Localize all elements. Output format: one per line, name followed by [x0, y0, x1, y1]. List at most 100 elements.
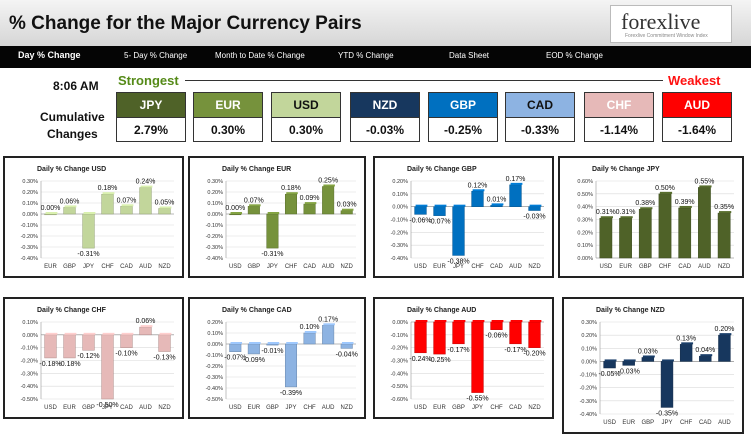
bar-gbp: [63, 207, 76, 215]
y-tick-label: -0.50%: [206, 397, 224, 403]
bar-top-jpy: [662, 359, 674, 362]
bar-top-chf: [472, 189, 485, 192]
x-tick-label: JPY: [661, 420, 672, 426]
bar-jpy: [284, 343, 298, 388]
bar-chf: [471, 191, 484, 207]
bar-eur: [247, 343, 260, 355]
bar-top-aud: [140, 325, 153, 328]
y-tick-label: 0.30%: [581, 320, 597, 326]
y-tick-label: 0.00%: [392, 205, 408, 211]
y-tick-label: -0.10%: [206, 353, 224, 359]
data-label: 0.50%: [655, 185, 675, 192]
bar-top-jpy: [83, 212, 96, 214]
data-label: -0.35%: [656, 410, 678, 417]
bar-gbp: [452, 321, 465, 345]
y-tick-label: 0.30%: [22, 179, 38, 185]
chart-nzd: Daily % Change NZD0.30%0.20%0.10%0.00%-0…: [580, 307, 735, 426]
bar-top-gbp: [267, 342, 280, 344]
y-tick-label: 0.00%: [392, 320, 408, 326]
y-tick-label: -0.20%: [391, 230, 409, 236]
y-tick-label: 0.10%: [581, 346, 597, 352]
data-label: 0.55%: [694, 178, 714, 185]
data-label: 0.03%: [638, 348, 658, 355]
tab-ytd-change[interactable]: YTD % Change: [338, 51, 394, 60]
data-label: 0.38%: [635, 200, 655, 207]
y-tick-label: -0.30%: [391, 359, 409, 365]
header-bar: % Change for the Major Currency Pairs fo…: [0, 0, 751, 47]
x-tick-label: USD: [229, 405, 242, 411]
bar-top-cad: [510, 320, 523, 322]
y-tick-label: -0.10%: [580, 373, 598, 379]
data-label: 0.39%: [675, 199, 695, 206]
data-label: 0.24%: [136, 179, 156, 186]
data-label: -0.05%: [598, 371, 620, 378]
bar-jpy: [660, 361, 674, 408]
data-label: 0.01%: [487, 196, 507, 203]
x-tick-label: CAD: [699, 420, 712, 426]
bar-chf: [679, 344, 693, 362]
timestamp: 8:06 AM: [53, 79, 99, 93]
y-tick-label: -0.10%: [391, 333, 409, 339]
data-label: 0.13%: [676, 335, 696, 342]
data-label: 0.10%: [300, 324, 320, 331]
y-tick-label: -0.30%: [21, 245, 39, 251]
tab-day-change[interactable]: Day % Change: [18, 50, 81, 60]
tab-month-to-date-change[interactable]: Month to Date % Change: [215, 51, 305, 60]
bar-gbp: [641, 357, 655, 362]
data-label: -0.50%: [96, 402, 118, 409]
tab-5-day-change[interactable]: 5- Day % Change: [124, 51, 188, 60]
y-tick-label: -0.20%: [391, 346, 409, 352]
data-label: 0.03%: [337, 202, 357, 209]
pair-box-gbp: GBP -0.25%: [428, 92, 498, 142]
bar-top-gbp: [249, 204, 261, 207]
y-tick-label: 0.00%: [22, 212, 38, 218]
tab-eod-change[interactable]: EOD % Change: [546, 51, 603, 60]
chart-title: Daily % Change CHF: [37, 307, 107, 314]
bar-top-eur: [434, 320, 447, 322]
forexlive-logo[interactable]: forexlive Forexlive Commitment Window In…: [610, 5, 732, 43]
y-tick-label: -0.10%: [206, 223, 224, 229]
pair-name: NZD: [351, 93, 419, 117]
data-label: 0.17%: [318, 316, 338, 323]
chart-cad: Daily % Change CAD0.20%0.10%0.00%-0.10%-…: [206, 307, 358, 411]
y-tick-label: 0.20%: [581, 333, 597, 339]
x-tick-label: GBP: [266, 405, 279, 411]
x-tick-label: CAD: [120, 264, 133, 270]
bar-top-nzd: [159, 206, 172, 209]
logo-text: forexlive: [621, 9, 701, 34]
bar-top-gbp: [83, 332, 96, 335]
y-tick-label: 0.20%: [577, 230, 593, 236]
chart-title: Daily % Change AUD: [407, 307, 476, 314]
chart-panel-gbp: Daily % Change GBP 0.20% 0.10% 0.00% -0.10% -…: [373, 156, 554, 278]
y-tick-label: -0.20%: [21, 359, 39, 365]
data-label: -0.07%: [224, 355, 246, 362]
bar-jpy: [471, 321, 484, 393]
y-tick-label: -0.60%: [391, 397, 409, 403]
y-tick-label: 0.30%: [577, 218, 593, 224]
pair-box-nzd: NZD -0.03%: [350, 92, 420, 142]
data-label: 0.06%: [136, 318, 156, 325]
pair-box-eur: EUR 0.30%: [193, 92, 263, 142]
x-tick-label: NZD: [158, 264, 171, 270]
y-tick-label: 0.20%: [392, 179, 408, 185]
bar-top-gbp: [64, 205, 77, 208]
y-tick-label: -0.40%: [391, 256, 409, 262]
y-tick-label: -0.20%: [206, 364, 224, 370]
bar-cad: [678, 207, 692, 259]
y-tick-label: -0.20%: [206, 234, 224, 240]
data-label: -0.18%: [58, 361, 80, 368]
bar-nzd: [340, 343, 353, 349]
x-tick-label: GBP: [63, 264, 76, 270]
x-tick-label: EUR: [248, 405, 261, 411]
y-tick-label: -0.10%: [21, 346, 39, 352]
tab-data-sheet[interactable]: Data Sheet: [449, 51, 490, 60]
y-tick-label: 0.60%: [577, 179, 593, 185]
bar-aud: [718, 334, 731, 362]
bar-nzd: [528, 206, 541, 211]
bar-top-gbp: [453, 320, 466, 322]
chart-panel-eur: Daily % Change EUR 0.30% 0.20% 0.10% 0.00% -0…: [188, 156, 366, 278]
bar-top-usd: [600, 216, 613, 219]
data-label: 0.04%: [695, 347, 715, 354]
bar-eur: [44, 213, 57, 216]
x-tick-label: JPY: [267, 264, 278, 270]
